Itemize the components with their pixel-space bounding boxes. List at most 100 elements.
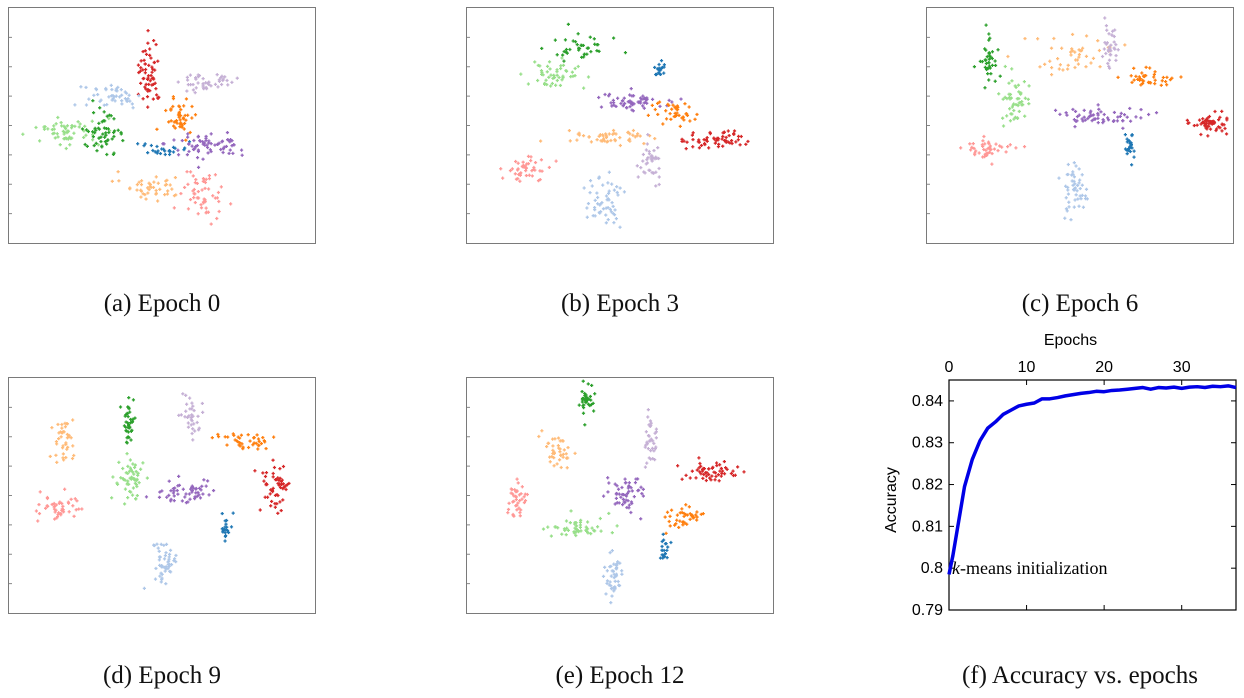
- scatter-point: [217, 79, 222, 83]
- scatter-point: [173, 146, 177, 150]
- scatter-point: [285, 483, 289, 487]
- scatter-point: [586, 382, 590, 386]
- scatter-point: [639, 485, 643, 489]
- scatter-point: [990, 162, 994, 166]
- scatter-point: [590, 526, 594, 530]
- scatter-point: [658, 104, 662, 108]
- scatter-point: [1107, 32, 1111, 36]
- scatter-point: [91, 135, 95, 139]
- scatter-point: [522, 495, 526, 499]
- scatter-point: [223, 531, 227, 535]
- scatter-point: [1049, 46, 1054, 50]
- scatter-point: [666, 545, 670, 549]
- cluster-purple: [1053, 103, 1159, 130]
- scatter-point: [191, 88, 196, 92]
- scatter-point: [546, 441, 551, 445]
- scatter-point: [1061, 68, 1065, 72]
- scatter-point: [139, 189, 144, 193]
- scatter-point: [1073, 109, 1078, 114]
- scatter-panel-e: [466, 377, 774, 614]
- scatter-point: [606, 476, 610, 480]
- scatter-point: [103, 135, 107, 139]
- scatter-point: [153, 150, 157, 154]
- scatter-point: [545, 70, 549, 74]
- scatter-point: [562, 49, 566, 54]
- scatter-point: [707, 467, 711, 471]
- scatter-point: [1107, 66, 1112, 70]
- scatter-point: [104, 131, 108, 135]
- scatter-point: [687, 105, 691, 109]
- scatter-point: [1139, 116, 1143, 120]
- scatter-point: [134, 469, 138, 474]
- scatter-point: [141, 68, 145, 72]
- scatter-point: [1164, 79, 1168, 84]
- scatter-point: [1012, 117, 1016, 121]
- scatter-point: [175, 488, 179, 493]
- scatter-point: [506, 507, 511, 512]
- scatter-point: [148, 53, 152, 57]
- scatter-point: [1125, 152, 1129, 156]
- scatter-point: [163, 193, 167, 197]
- scatter-point: [610, 104, 614, 108]
- scatter-point: [1168, 78, 1173, 82]
- scatter-point: [196, 165, 201, 169]
- scatter-point: [232, 143, 236, 147]
- scatter-point: [989, 72, 993, 76]
- scatter-point: [131, 486, 136, 490]
- scatter-point: [684, 147, 688, 151]
- scatter-point: [254, 441, 258, 445]
- scatter-point: [152, 60, 156, 65]
- scatter-point: [518, 511, 522, 515]
- scatter-point: [1128, 106, 1132, 111]
- scatter-plot-e: [467, 379, 746, 605]
- scatter-point: [576, 64, 580, 69]
- scatter-point: [136, 471, 140, 475]
- scatter-point: [1008, 107, 1012, 111]
- scatter-point: [259, 441, 264, 446]
- scatter-point: [128, 187, 132, 191]
- scatter-point: [681, 115, 685, 119]
- cluster-red: [136, 29, 161, 109]
- scatter-point: [561, 74, 565, 78]
- scatter-point: [1116, 48, 1120, 52]
- scatter-point: [196, 189, 200, 194]
- scatter-point: [1124, 148, 1129, 152]
- scatter-point: [1064, 111, 1068, 115]
- scatter-point: [235, 439, 239, 443]
- scatter-point: [516, 167, 520, 171]
- scatter-point: [702, 141, 707, 146]
- scatter-point: [217, 209, 221, 214]
- scatter-point: [959, 146, 963, 150]
- scatter-point: [564, 69, 569, 73]
- y-tick-label: 0.8: [921, 560, 943, 577]
- scatter-point: [987, 51, 991, 55]
- scatter-point: [270, 490, 275, 494]
- scatter-point: [673, 105, 677, 109]
- scatter-point: [1006, 54, 1010, 59]
- scatter-point: [171, 95, 175, 99]
- scatter-point: [522, 500, 526, 505]
- scatter-point: [643, 96, 647, 100]
- scatter-point: [558, 450, 562, 454]
- scatter-point: [194, 491, 198, 495]
- scatter-point: [607, 481, 611, 485]
- scatter-point: [229, 138, 233, 142]
- scatter-point: [515, 477, 519, 481]
- scatter-point: [66, 137, 70, 141]
- scatter-point: [1128, 119, 1133, 123]
- scatter-point: [628, 100, 632, 104]
- cluster-red: [676, 456, 746, 483]
- scatter-point: [618, 143, 622, 148]
- scatter-point: [525, 162, 529, 166]
- scatter-point: [190, 413, 194, 417]
- scatter-point: [580, 43, 584, 48]
- scatter-point: [1106, 118, 1111, 122]
- scatter-point: [61, 452, 65, 456]
- scatter-point: [544, 78, 548, 82]
- scatter-point: [1007, 92, 1011, 96]
- scatter-point: [620, 485, 624, 490]
- scatter-point: [984, 148, 988, 152]
- scatter-point: [564, 456, 569, 460]
- scatter-point: [1107, 58, 1112, 62]
- cluster-green: [540, 22, 628, 63]
